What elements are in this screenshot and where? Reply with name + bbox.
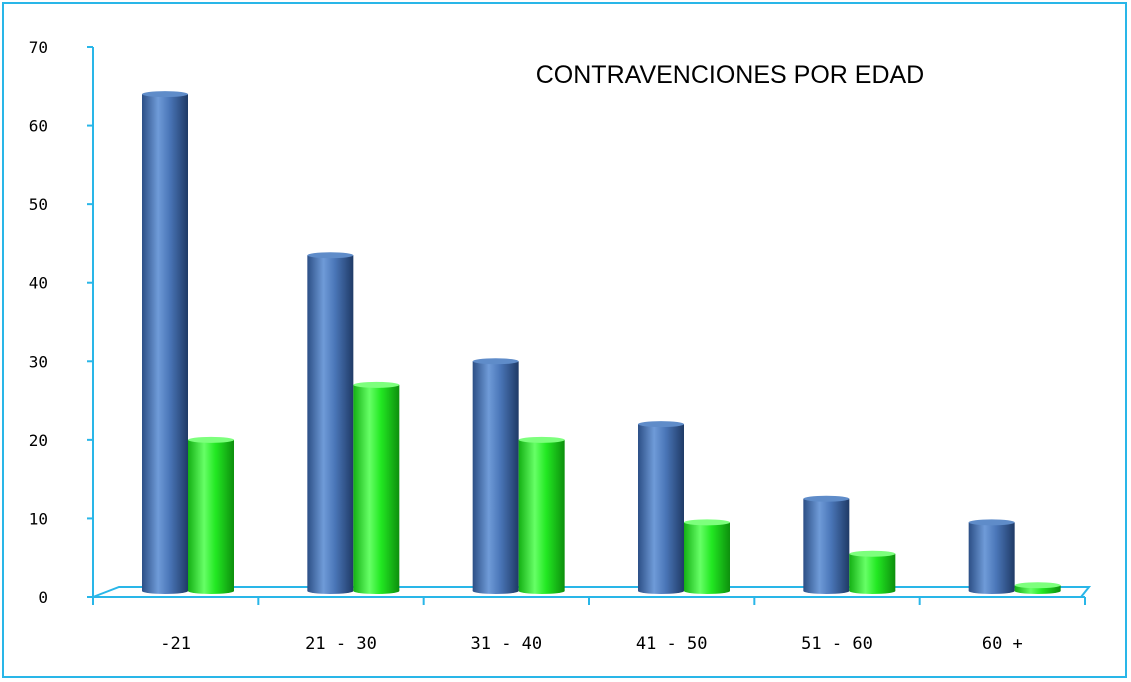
bar-series2-5-base bbox=[1014, 588, 1061, 594]
bar-series2-4-body bbox=[849, 553, 896, 591]
bar-series1-5-top bbox=[968, 519, 1015, 526]
bar-series1-0-body bbox=[142, 94, 188, 592]
y-tick-label: 40 bbox=[29, 274, 48, 293]
bar-series2-5-top bbox=[1014, 582, 1061, 589]
bar-series1-0-top bbox=[142, 91, 188, 98]
bar-series2-2-top bbox=[518, 436, 565, 443]
bar-series2-3-base bbox=[684, 588, 730, 594]
bar-series2-4-base bbox=[849, 588, 896, 594]
bar-series2-4 bbox=[849, 550, 896, 594]
bar-series1-5-base bbox=[968, 588, 1015, 594]
bar-series1-0-base bbox=[142, 588, 188, 594]
bar-series1-2 bbox=[472, 358, 519, 594]
bar-series2-0-top bbox=[188, 436, 234, 443]
chart-floor bbox=[92, 586, 1092, 598]
bar-series2-0-base bbox=[188, 588, 234, 594]
y-tick-label: 70 bbox=[29, 38, 48, 57]
bar-series1-4-body bbox=[803, 498, 850, 591]
bar-series2-0-body bbox=[188, 439, 234, 591]
x-category-label: 21 - 30 bbox=[305, 634, 377, 654]
bar-series2-3 bbox=[684, 519, 730, 594]
bar-series1-2-base bbox=[472, 588, 519, 594]
bar-series2-2-body bbox=[518, 439, 565, 591]
bar-series2-1-base bbox=[353, 588, 400, 594]
bar-series2-1-body bbox=[353, 384, 400, 591]
bar-series2-4-top bbox=[849, 550, 896, 557]
bar-series1-3-body bbox=[638, 424, 684, 591]
y-tick-label: 50 bbox=[29, 195, 48, 214]
bar-series2-1-top bbox=[353, 381, 400, 388]
bar-series1-4 bbox=[803, 495, 850, 594]
x-category-label: 60 + bbox=[982, 634, 1023, 654]
bar-series1-1 bbox=[307, 252, 354, 594]
bar-series1-2-top bbox=[472, 358, 519, 365]
bar-series2-2 bbox=[518, 436, 565, 594]
bar-series2-3-body bbox=[684, 522, 730, 591]
bar-series1-2-body bbox=[472, 361, 519, 591]
y-tick-label: 10 bbox=[29, 509, 48, 528]
bar-series2-1 bbox=[353, 381, 400, 594]
x-category-label: 41 - 50 bbox=[636, 634, 708, 654]
x-category-label: -21 bbox=[160, 634, 191, 654]
y-tick-label: 20 bbox=[29, 431, 48, 450]
bar-series1-1-top bbox=[307, 252, 354, 259]
bar-series1-1-body bbox=[307, 255, 354, 591]
x-category-label: 51 - 60 bbox=[801, 634, 873, 654]
bar-series1-3 bbox=[638, 421, 684, 594]
y-tick-label: 0 bbox=[38, 588, 48, 607]
bar-series1-4-top bbox=[803, 495, 850, 502]
chart-title: CONTRAVENCIONES POR EDAD bbox=[536, 61, 924, 89]
x-category-label: 31 - 40 bbox=[471, 634, 543, 654]
bar-series1-1-base bbox=[307, 588, 354, 594]
bar-series2-5 bbox=[1014, 582, 1061, 594]
y-tick-label: 60 bbox=[29, 117, 48, 136]
bar-series1-0 bbox=[142, 91, 188, 594]
bar-series2-2-base bbox=[518, 588, 565, 594]
bar-series1-5 bbox=[968, 519, 1015, 594]
bar-series1-4-base bbox=[803, 588, 850, 594]
bar-series2-3-top bbox=[684, 519, 730, 526]
bar-series1-5-body bbox=[968, 522, 1015, 591]
bar-series1-3-base bbox=[638, 588, 684, 594]
y-tick-label: 30 bbox=[29, 352, 48, 371]
bar-series2-0 bbox=[188, 436, 234, 594]
bar-series1-3-top bbox=[638, 421, 684, 428]
